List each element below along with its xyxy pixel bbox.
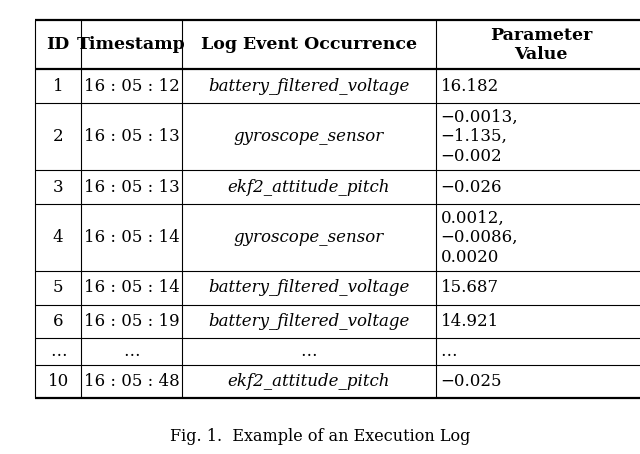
Text: gyroscope_sensor: gyroscope_sensor: [234, 128, 384, 145]
Text: 16 : 05 : 12: 16 : 05 : 12: [84, 78, 179, 95]
Text: 16 : 05 : 19: 16 : 05 : 19: [84, 313, 179, 330]
Text: …: …: [123, 343, 140, 360]
Text: 14.921: 14.921: [441, 313, 499, 330]
Text: 16 : 05 : 14: 16 : 05 : 14: [84, 229, 179, 246]
Text: gyroscope_sensor: gyroscope_sensor: [234, 229, 384, 246]
Text: battery_filtered_voltage: battery_filtered_voltage: [208, 279, 410, 296]
Text: 1: 1: [53, 78, 63, 95]
Text: 0.0012,
−0.0086,
0.0020: 0.0012, −0.0086, 0.0020: [441, 209, 518, 266]
Text: 16.182: 16.182: [441, 78, 499, 95]
Text: …: …: [50, 343, 67, 360]
Text: battery_filtered_voltage: battery_filtered_voltage: [208, 78, 410, 95]
Text: Timestamp: Timestamp: [77, 36, 186, 54]
Text: battery_filtered_voltage: battery_filtered_voltage: [208, 313, 410, 330]
Text: 15.687: 15.687: [441, 279, 499, 296]
Text: ekf2_attitude_pitch: ekf2_attitude_pitch: [227, 178, 390, 196]
Text: 2: 2: [53, 128, 63, 145]
Text: Log Event Occurrence: Log Event Occurrence: [201, 36, 417, 54]
Text: 16 : 05 : 48: 16 : 05 : 48: [84, 373, 179, 390]
Text: −0.0013,
−1.135,
−0.002: −0.0013, −1.135, −0.002: [441, 109, 518, 165]
Text: Parameter
Value: Parameter Value: [490, 27, 592, 63]
Text: −0.025: −0.025: [441, 373, 502, 390]
Text: …: …: [300, 343, 317, 360]
Text: Fig. 1.  Example of an Execution Log: Fig. 1. Example of an Execution Log: [170, 428, 470, 445]
Text: …: …: [441, 343, 458, 360]
Text: 16 : 05 : 14: 16 : 05 : 14: [84, 279, 179, 296]
Text: 16 : 05 : 13: 16 : 05 : 13: [84, 178, 179, 196]
Text: ID: ID: [47, 36, 70, 54]
Text: 10: 10: [47, 373, 68, 390]
Text: 5: 5: [53, 279, 63, 296]
Text: 4: 4: [53, 229, 63, 246]
Text: −0.026: −0.026: [441, 178, 502, 196]
Text: 16 : 05 : 13: 16 : 05 : 13: [84, 128, 179, 145]
Text: 3: 3: [53, 178, 63, 196]
Text: ekf2_attitude_pitch: ekf2_attitude_pitch: [227, 373, 390, 390]
Text: 6: 6: [53, 313, 63, 330]
